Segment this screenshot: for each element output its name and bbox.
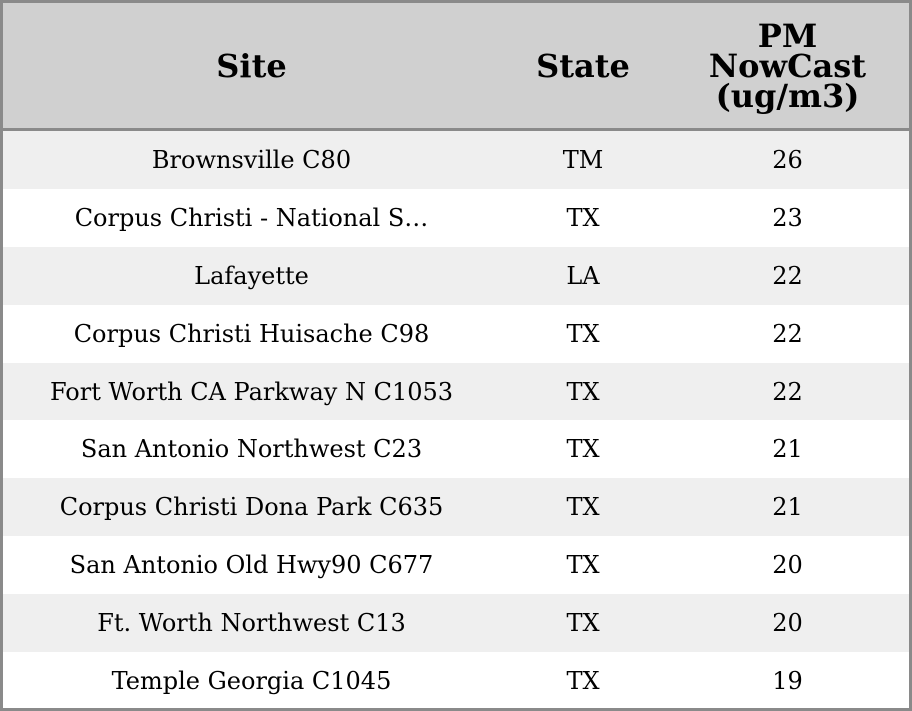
table-cell: 26: [666, 129, 909, 189]
table-cell: 20: [772, 551, 803, 580]
table-cell: San Antonio Northwest C23: [80, 435, 423, 464]
table-cell: Corpus Christi - National S…: [74, 203, 429, 232]
table-cell: 21: [666, 478, 909, 537]
table-cell: TX: [500, 478, 666, 537]
header-row: Site State PM NowCast (ug/m3): [3, 3, 909, 131]
table-row: Fort Worth CA Parkway N C1053 TX 22: [3, 362, 909, 421]
table-cell: TX: [566, 319, 600, 348]
table-cell: TX: [566, 551, 600, 580]
column-header: State: [500, 3, 666, 131]
table-cell: Brownsville C80: [3, 129, 500, 189]
table-cell: TX: [566, 666, 600, 695]
table-row: Ft. Worth Northwest C13 TX 20: [3, 594, 909, 653]
table-row: Corpus Christi - National S… TX 23: [3, 189, 909, 247]
table-cell: 22: [772, 319, 803, 348]
table-cell: San Antonio Old Hwy90 C677: [69, 551, 434, 580]
table-cell: Corpus Christi Dona Park C635: [3, 478, 500, 537]
table: Site State PM NowCast (ug/m3) Brownsville …: [3, 3, 909, 710]
table-row: San Antonio Old Hwy90 C677 TX 20: [3, 536, 909, 594]
table-cell: 19: [772, 666, 803, 695]
table-row: Lafayette LA 22: [3, 246, 909, 305]
table-cell: 22: [666, 246, 909, 305]
table-cell: TX: [500, 594, 666, 653]
table-cell: Ft. Worth Northwest C13: [3, 594, 500, 653]
table-cell: TX: [566, 435, 600, 464]
column-header-text: State: [536, 46, 630, 85]
table-cell: LA: [500, 246, 666, 305]
column-header-text: Site: [216, 46, 287, 85]
table-cell: Corpus Christi Huisache C98: [73, 319, 430, 348]
table-cell: Lafayette: [3, 246, 500, 305]
table-row: Brownsville C80 TM 26: [3, 129, 909, 189]
column-header-text: PM NowCast (ug/m3): [708, 16, 867, 115]
table-cell: TX: [500, 362, 666, 421]
table-cell: 21: [772, 435, 803, 464]
table-row: Corpus Christi Huisache C98 TX 22: [3, 305, 909, 363]
column-header: PM NowCast (ug/m3): [666, 3, 909, 131]
table-body: Brownsville C80 TM 26 Corpus Christi - Nati…: [3, 129, 909, 710]
table-cell: TX: [566, 203, 600, 232]
table-row: Temple Georgia C1045 TX 19: [3, 652, 909, 710]
table-cell: TM: [500, 129, 666, 189]
table-cell: 20: [666, 594, 909, 653]
table-row: San Antonio Northwest C23 TX 21: [3, 420, 909, 478]
table-cell: 23: [772, 203, 803, 232]
table-row: Corpus Christi Dona Park C635 TX 21: [3, 478, 909, 537]
table-cell: 22: [666, 362, 909, 421]
table-cell: Temple Georgia C1045: [111, 666, 392, 695]
column-header: Site: [3, 3, 500, 131]
table-cell: Fort Worth CA Parkway N C1053: [3, 362, 500, 421]
